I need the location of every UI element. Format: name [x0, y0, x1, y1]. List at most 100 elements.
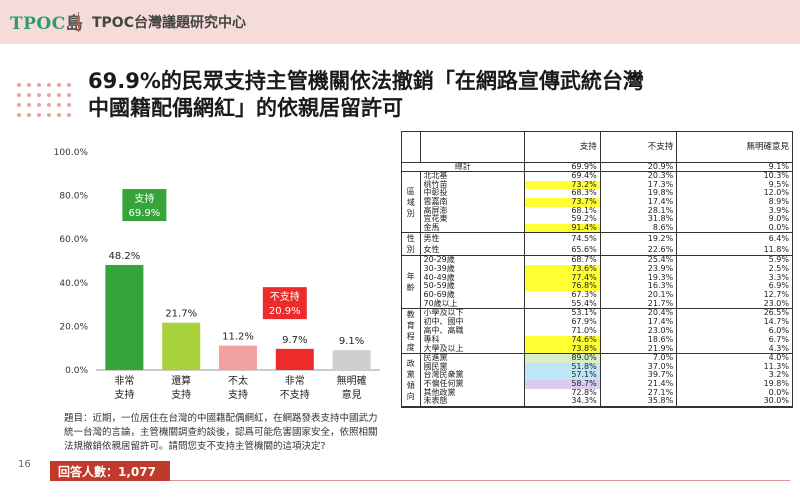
cell-value: 65.6%	[524, 244, 601, 257]
cell-value: 5.9%	[768, 255, 789, 265]
group-label: 區域別	[402, 171, 421, 234]
cell-value: 8.6%	[600, 223, 678, 234]
cell-value: 71.0%	[524, 326, 601, 336]
x-tick-label: 支持	[114, 388, 134, 401]
row-label: 北北基	[420, 171, 525, 181]
cell-value: 76.8%	[524, 282, 601, 291]
annotation-label: 支持	[134, 192, 154, 205]
cell-value: 12.7%	[763, 290, 789, 300]
table-row: 教育程度 小學及以下 53.1% 20.4% 26.5%	[402, 308, 792, 355]
row-label: 高中、高職	[420, 326, 525, 336]
x-tick-label: 不支持	[280, 388, 310, 401]
question-text: 題目：近期，一位居住在台灣的中國籍配偶網紅，在網路發表支持中國武力統一台灣的言論…	[64, 413, 378, 452]
header-bar	[0, 0, 800, 44]
cell-value: 8.9%	[768, 196, 789, 206]
cell-value: 30.0%	[676, 397, 792, 407]
bar-3	[219, 345, 257, 370]
table-row: 不偏任何黨 58.7% 21.4% 19.8%	[402, 380, 792, 389]
cell-value: 26.5%	[763, 308, 789, 318]
row-label: 專科	[420, 335, 525, 345]
cell-value: 34.3%	[524, 397, 601, 407]
cell-value: 73.2%	[524, 180, 601, 190]
row-label: 總計	[402, 162, 525, 172]
bar-value-label: 48.2%	[109, 251, 141, 262]
header-divider	[78, 12, 79, 32]
cell-value: 3.2%	[768, 370, 789, 380]
row-label: 金馬	[420, 223, 525, 234]
header-cell: 無明確意見	[676, 132, 792, 163]
cell-value: 2.5%	[768, 264, 789, 274]
cell-value: 37.0%	[600, 362, 678, 372]
cell-value: 6.7%	[768, 334, 789, 344]
bar-4	[275, 348, 314, 370]
table-row: 30-39歲 73.6% 23.9% 2.5%	[402, 264, 792, 274]
row-label: 20-29歲	[420, 256, 525, 265]
cell-value: 22.6%	[600, 244, 678, 257]
cell-value: 18.6%	[600, 335, 678, 345]
x-tick-label: 意見	[342, 388, 362, 401]
bar-2	[162, 322, 201, 370]
cell-value: 69.9%	[524, 162, 601, 172]
cell-value: 9.1%	[676, 162, 792, 172]
row-label: 其他政黨	[420, 388, 525, 398]
x-tick-label: 支持	[171, 388, 191, 401]
annotation-value: 69.9%	[129, 208, 161, 219]
bar-value-label: 9.7%	[282, 335, 307, 346]
table-row: 總計 69.9% 20.9% 9.1%	[402, 162, 792, 172]
bar-value-label: 11.2%	[222, 332, 254, 343]
cell-value: 14.7%	[763, 317, 789, 327]
x-tick-label: 無明確	[337, 374, 367, 387]
cell-value: 59.2%	[524, 215, 601, 224]
cell-value: 17.3%	[600, 180, 678, 190]
row-label: 不偏任何黨	[420, 380, 525, 389]
cell-value: 9.0%	[768, 214, 789, 224]
decorative-dots	[17, 83, 71, 117]
table-row: 國民黨 51.8% 37.0% 11.3%	[402, 361, 792, 372]
brand-logo: TPOC島	[10, 14, 84, 34]
cell-value: 19.8%	[763, 379, 789, 389]
cell-value: 57.1%	[524, 371, 601, 381]
cell-value: 55.4%	[524, 299, 601, 310]
y-tick-label: 100.0%	[54, 148, 89, 158]
cell-value: 72.8%	[524, 388, 601, 398]
table-row: 金馬 91.4% 8.6% 0.0%	[402, 223, 792, 234]
page-title: 69.9%的民眾支持主管機關依法撤銷「在網路宣傳武統台灣 中國籍配偶網紅」的依親…	[88, 68, 788, 122]
table-row: 台灣民衆黨 57.1% 39.7% 3.2%	[402, 370, 792, 381]
cell-value: 9.5%	[768, 179, 789, 189]
row-label: 雲嘉南	[420, 197, 525, 207]
header-cell	[420, 132, 525, 163]
cell-value: 21.4%	[600, 380, 678, 389]
cell-value: 53.1%	[524, 308, 601, 318]
group-label: 政黨傾向	[402, 353, 421, 407]
table-row: 初中、國中 67.9% 17.4% 14.7%	[402, 317, 792, 327]
annotation-value: 20.9%	[269, 306, 301, 317]
table-row: 高屏澎 68.1% 28.1% 3.9%	[402, 206, 792, 216]
table-row: 50-59歲 76.8% 16.3% 6.9%	[402, 282, 792, 291]
footer-line	[170, 480, 790, 481]
row-label: 男性	[420, 232, 525, 245]
page-number: 16	[18, 459, 31, 470]
row-label: 台灣民衆黨	[420, 371, 525, 381]
row-label: 民進黨	[420, 353, 525, 363]
table-row: 宜花東 59.2% 31.8% 9.0%	[402, 215, 792, 224]
row-label: 小學及以下	[420, 308, 525, 318]
cell-value: 3.3%	[768, 272, 789, 282]
support-bar-chart: 0.0%20.0%40.0%60.0%80.0%100.0%48.2%非常支持2…	[54, 148, 380, 401]
cell-value: 11.3%	[763, 361, 789, 371]
cell-value: 16.3%	[600, 282, 678, 291]
cell-value: 23.9%	[600, 264, 678, 274]
row-label: 70歲以上	[420, 299, 525, 310]
cell-value: 39.7%	[600, 371, 678, 381]
cell-value: 31.8%	[600, 215, 678, 224]
table-row: 區域別 北北基 69.4% 20.3% 10.3%	[402, 171, 792, 234]
cell-value: 7.0%	[600, 353, 678, 363]
cell-value: 28.1%	[600, 206, 678, 216]
cell-value: 19.3%	[600, 273, 678, 283]
cell-value: 0.0%	[768, 387, 789, 397]
crosstab-table: 支持 不支持 無明確意見 總計 69.9% 20.9% 9.1% 區域別 北北基 69.4% 20.…	[401, 131, 793, 408]
cell-value: 20.9%	[600, 162, 678, 172]
x-tick-label: 非常	[114, 374, 134, 387]
cell-value: 10.3%	[763, 171, 789, 180]
table-row: 中彰投 68.3% 19.8% 12.0%	[402, 189, 792, 198]
row-label: 60-69歲	[420, 290, 525, 300]
